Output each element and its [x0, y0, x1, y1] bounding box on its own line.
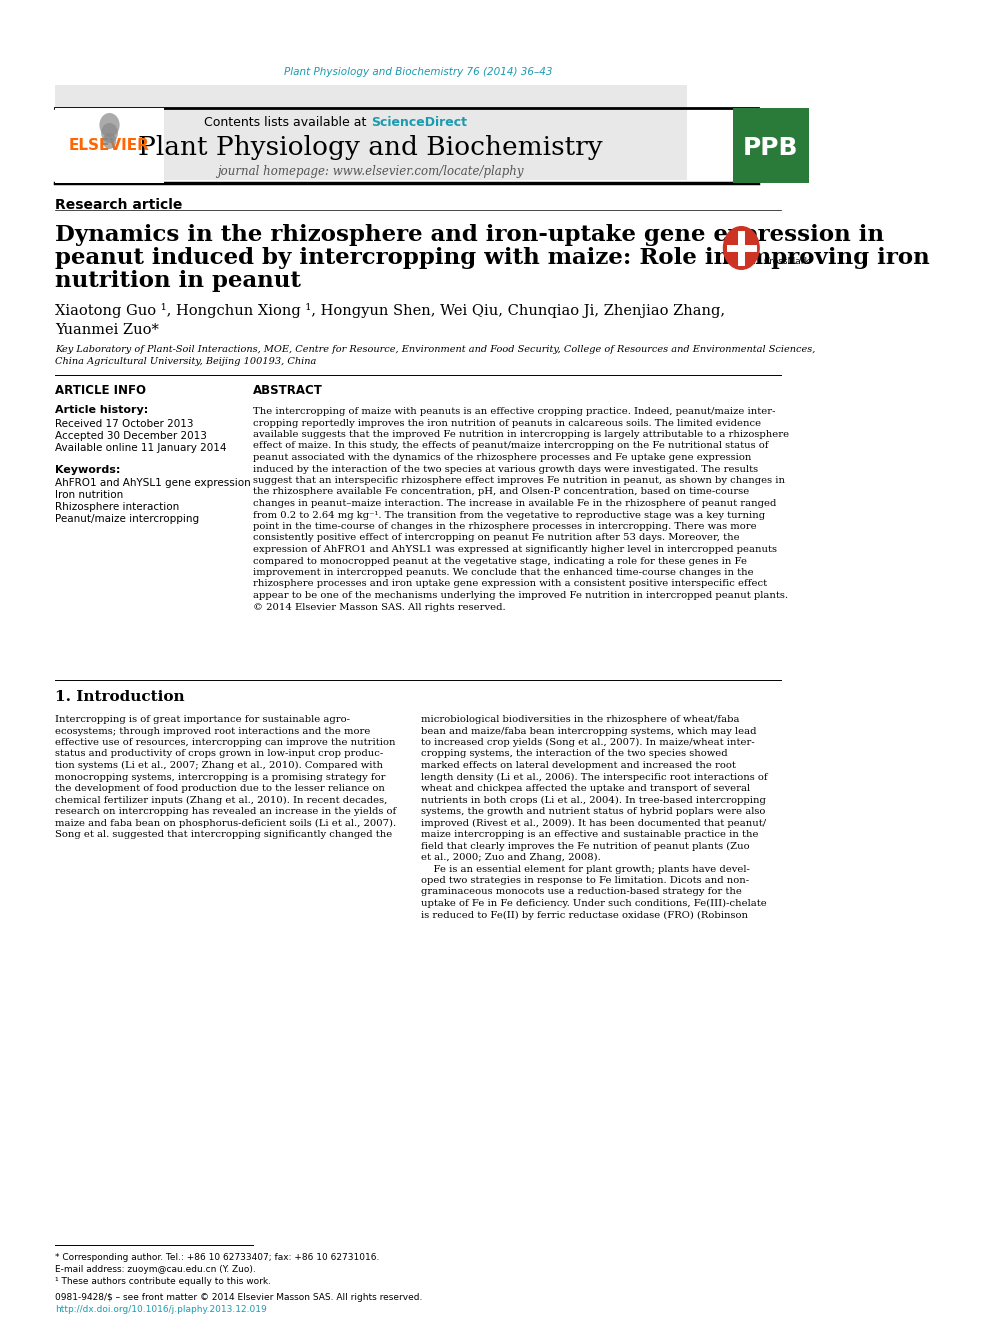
Text: bean and maize/faba bean intercropping systems, which may lead: bean and maize/faba bean intercropping s… [422, 726, 757, 736]
Text: monocropping systems, intercropping is a promising strategy for: monocropping systems, intercropping is a… [55, 773, 385, 782]
Text: Contents lists available at: Contents lists available at [204, 115, 371, 128]
Text: available suggests that the improved Fe nutrition in intercropping is largely at: available suggests that the improved Fe … [253, 430, 789, 439]
Text: ecosystems; through improved root interactions and the more: ecosystems; through improved root intera… [55, 726, 370, 736]
Circle shape [103, 134, 116, 149]
Text: © 2014 Elsevier Masson SAS. All rights reserved.: © 2014 Elsevier Masson SAS. All rights r… [253, 602, 505, 611]
Circle shape [99, 112, 120, 138]
Text: peanut associated with the dynamics of the rhizosphere processes and Fe uptake g: peanut associated with the dynamics of t… [253, 452, 751, 462]
Text: field that clearly improves the Fe nutrition of peanut plants (Zuo: field that clearly improves the Fe nutri… [422, 841, 750, 851]
Text: rhizosphere processes and iron uptake gene expression with a consistent positive: rhizosphere processes and iron uptake ge… [253, 579, 767, 589]
Text: Article history:: Article history: [55, 405, 148, 415]
Text: http://dx.doi.org/10.1016/j.plaphy.2013.12.019: http://dx.doi.org/10.1016/j.plaphy.2013.… [55, 1306, 267, 1315]
Text: is reduced to Fe(II) by ferric reductase oxidase (FRO) (Robinson: is reduced to Fe(II) by ferric reductase… [422, 910, 748, 919]
Text: ScienceDirect: ScienceDirect [372, 115, 467, 128]
Text: 1. Introduction: 1. Introduction [55, 691, 185, 704]
Text: China Agricultural University, Beijing 100193, China: China Agricultural University, Beijing 1… [55, 357, 316, 366]
Text: chemical fertilizer inputs (Zhang et al., 2010). In recent decades,: chemical fertilizer inputs (Zhang et al.… [55, 795, 387, 804]
Bar [55, 108, 165, 183]
Text: Key Laboratory of Plant-Soil Interactions, MOE, Centre for Resource, Environment: Key Laboratory of Plant-Soil Interaction… [55, 345, 815, 355]
Text: from 0.2 to 2.64 mg kg⁻¹. The transition from the vegetative to reproductive sta: from 0.2 to 2.64 mg kg⁻¹. The transition… [253, 511, 765, 520]
Bar [733, 108, 808, 183]
Text: Yuanmei Zuo*: Yuanmei Zuo* [55, 323, 159, 337]
Text: Accepted 30 December 2013: Accepted 30 December 2013 [55, 431, 206, 441]
Text: * Corresponding author. Tel.: +86 10 62733407; fax: +86 10 62731016.: * Corresponding author. Tel.: +86 10 627… [55, 1253, 379, 1262]
Text: cropping systems, the interaction of the two species showed: cropping systems, the interaction of the… [422, 750, 728, 758]
Text: cropping reportedly improves the iron nutrition of peanuts in calcareous soils. : cropping reportedly improves the iron nu… [253, 418, 761, 427]
Text: ELSEVIER: ELSEVIER [69, 138, 150, 152]
Text: compared to monocropped peanut at the vegetative stage, indicating a role for th: compared to monocropped peanut at the ve… [253, 557, 747, 565]
Text: marked effects on lateral development and increased the root: marked effects on lateral development an… [422, 761, 736, 770]
Text: AhFRO1 and AhYSL1 gene expression: AhFRO1 and AhYSL1 gene expression [55, 478, 251, 488]
Text: Fe is an essential element for plant growth; plants have devel-: Fe is an essential element for plant gro… [422, 864, 750, 873]
Text: changes in peanut–maize interaction. The increase in available Fe in the rhizosp: changes in peanut–maize interaction. The… [253, 499, 776, 508]
Text: appear to be one of the mechanisms underlying the improved Fe nutrition in inter: appear to be one of the mechanisms under… [253, 591, 788, 601]
Text: suggest that an interspecific rhizosphere effect improves Fe nutrition in peanut: suggest that an interspecific rhizospher… [253, 476, 785, 486]
Text: induced by the interaction of the two species at various growth days were invest: induced by the interaction of the two sp… [253, 464, 758, 474]
Text: tion systems (Li et al., 2007; Zhang et al., 2010). Compared with: tion systems (Li et al., 2007; Zhang et … [55, 761, 383, 770]
Text: Available online 11 January 2014: Available online 11 January 2014 [55, 443, 226, 452]
Text: PPB: PPB [743, 136, 799, 160]
Text: maize and faba bean on phosphorus-deficient soils (Li et al., 2007).: maize and faba bean on phosphorus-defici… [55, 819, 396, 828]
Text: Plant Physiology and Biochemistry: Plant Physiology and Biochemistry [138, 135, 603, 160]
Text: research on intercropping has revealed an increase in the yields of: research on intercropping has revealed a… [55, 807, 396, 816]
Text: length density (Li et al., 2006). The interspecific root interactions of: length density (Li et al., 2006). The in… [422, 773, 768, 782]
Text: effective use of resources, intercropping can improve the nutrition: effective use of resources, intercroppin… [55, 738, 395, 747]
Text: peanut induced by intercropping with maize: Role in improving iron: peanut induced by intercropping with mai… [55, 247, 930, 269]
Text: improvement in intercropped peanuts. We conclude that the enhanced time-course c: improvement in intercropped peanuts. We … [253, 568, 753, 577]
Text: Xiaotong Guo ¹, Hongchun Xiong ¹, Hongyun Shen, Wei Qiu, Chunqiao Ji, Zhenjiao Z: Xiaotong Guo ¹, Hongchun Xiong ¹, Hongyu… [55, 303, 725, 318]
Text: Intercropping is of great importance for sustainable agro-: Intercropping is of great importance for… [55, 714, 350, 724]
Text: point in the time-course of changes in the rhizosphere processes in intercroppin: point in the time-course of changes in t… [253, 523, 756, 531]
Text: maize intercropping is an effective and sustainable practice in the: maize intercropping is an effective and … [422, 830, 759, 839]
Text: CrossMark: CrossMark [763, 258, 810, 266]
Text: The intercropping of maize with peanuts is an effective cropping practice. Indee: The intercropping of maize with peanuts … [253, 407, 775, 415]
Circle shape [723, 226, 760, 270]
Text: Iron nutrition: Iron nutrition [55, 490, 123, 500]
Text: et al., 2000; Zuo and Zhang, 2008).: et al., 2000; Zuo and Zhang, 2008). [422, 853, 601, 863]
Text: Dynamics in the rhizosphere and iron-uptake gene expression in: Dynamics in the rhizosphere and iron-upt… [55, 224, 884, 246]
Text: nutrition in peanut: nutrition in peanut [55, 270, 301, 292]
Text: microbiological biodiversities in the rhizosphere of wheat/faba: microbiological biodiversities in the rh… [422, 714, 740, 724]
Text: Rhizosphere interaction: Rhizosphere interaction [55, 501, 179, 512]
Text: systems, the growth and nutrient status of hybrid poplars were also: systems, the growth and nutrient status … [422, 807, 766, 816]
Text: ABSTRACT: ABSTRACT [253, 384, 322, 397]
Text: nutrients in both crops (Li et al., 2004). In tree-based intercropping: nutrients in both crops (Li et al., 2004… [422, 795, 766, 804]
Text: effect of maize. In this study, the effects of peanut/maize intercropping on the: effect of maize. In this study, the effe… [253, 442, 768, 451]
Text: status and productivity of crops grown in low-input crop produc-: status and productivity of crops grown i… [55, 750, 383, 758]
Text: ¹ These authors contribute equally to this work.: ¹ These authors contribute equally to th… [55, 1278, 271, 1286]
Text: oped two strategies in response to Fe limitation. Dicots and non-: oped two strategies in response to Fe li… [422, 876, 749, 885]
Text: Research article: Research article [55, 198, 183, 212]
Text: consistently positive effect of intercropping on peanut Fe nutrition after 53 da: consistently positive effect of intercro… [253, 533, 739, 542]
Text: uptake of Fe in Fe deficiency. Under such conditions, Fe(III)-chelate: uptake of Fe in Fe deficiency. Under suc… [422, 900, 767, 908]
Text: ARTICLE INFO: ARTICLE INFO [55, 384, 146, 397]
Text: the rhizosphere available Fe concentration, pH, and Olsen-P concentration, based: the rhizosphere available Fe concentrati… [253, 487, 749, 496]
Text: Song et al. suggested that intercropping significantly changed the: Song et al. suggested that intercropping… [55, 830, 392, 839]
Circle shape [101, 123, 118, 143]
Text: 0981-9428/$ – see front matter © 2014 Elsevier Masson SAS. All rights reserved.: 0981-9428/$ – see front matter © 2014 El… [55, 1294, 423, 1303]
Text: wheat and chickpea affected the uptake and transport of several: wheat and chickpea affected the uptake a… [422, 785, 750, 792]
Text: Plant Physiology and Biochemistry 76 (2014) 36–43: Plant Physiology and Biochemistry 76 (20… [284, 67, 553, 77]
Text: Peanut/maize intercropping: Peanut/maize intercropping [55, 515, 198, 524]
Text: journal homepage: www.elsevier.com/locate/plaphy: journal homepage: www.elsevier.com/locat… [217, 165, 524, 179]
Text: improved (Rivest et al., 2009). It has been documented that peanut/: improved (Rivest et al., 2009). It has b… [422, 819, 767, 828]
Text: Received 17 October 2013: Received 17 October 2013 [55, 419, 193, 429]
Text: to increased crop yields (Song et al., 2007). In maize/wheat inter-: to increased crop yields (Song et al., 2… [422, 738, 755, 747]
Text: E-mail address: zuoym@cau.edu.cn (Y. Zuo).: E-mail address: zuoym@cau.edu.cn (Y. Zuo… [55, 1266, 256, 1274]
Text: expression of AhFRO1 and AhYSL1 was expressed at significantly higher level in i: expression of AhFRO1 and AhYSL1 was expr… [253, 545, 777, 554]
Text: graminaceous monocots use a reduction-based strategy for the: graminaceous monocots use a reduction-ba… [422, 888, 742, 897]
Bar [55, 85, 686, 180]
Text: the development of food production due to the lesser reliance on: the development of food production due t… [55, 785, 385, 792]
Text: Keywords:: Keywords: [55, 464, 120, 475]
